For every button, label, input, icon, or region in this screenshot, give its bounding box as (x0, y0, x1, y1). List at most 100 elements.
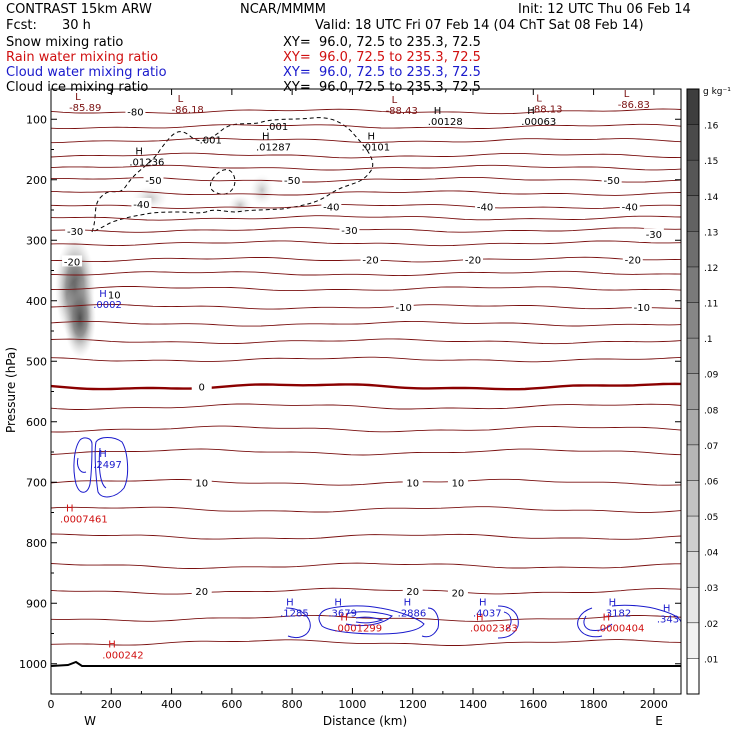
x-tick-label: 1800 (580, 698, 608, 711)
org-title: NCAR/MMMM (240, 2, 326, 17)
high-marker: H (663, 603, 671, 614)
colorbar-label: .02 (704, 620, 718, 630)
low-value: -86.18 (172, 105, 204, 116)
zero-isotherm (51, 382, 681, 391)
isotherm-label: 20 (452, 588, 465, 599)
colorbar-swatch (687, 516, 699, 552)
isotherm (51, 356, 681, 363)
isotherm-label: -40 (622, 202, 638, 213)
axes: 0 200 400 600 800 1000 1200 1400 1600 1800 2000100… (19, 89, 681, 711)
isotherm-label-bg (631, 300, 652, 312)
isotherm (51, 108, 681, 115)
cloud-ice-inner (209, 169, 236, 195)
isotherm-label-bg (463, 253, 484, 265)
isotherm-label: -30 (646, 230, 662, 241)
colorbar-label: .15 (704, 157, 718, 167)
cloud-water-low-10 (611, 604, 681, 623)
isotherm (51, 137, 681, 144)
model-title: CONTRAST 15km ARW (6, 2, 152, 17)
isotherm-label: -50 (145, 176, 161, 187)
high-value: .3182 (603, 608, 632, 619)
isotherm-label: -20 (362, 256, 378, 267)
y-tick-label: 300 (26, 234, 47, 247)
isotherm-label-bg (191, 380, 212, 392)
high-marker: H (367, 132, 375, 143)
isotherm-label: 20 (406, 587, 419, 598)
isotherm-label: -30 (341, 226, 357, 237)
y-tick-label: 500 (26, 355, 47, 368)
cloud-water-low-3 (345, 611, 393, 627)
isotherm (51, 587, 681, 595)
isotherm-label: -50 (603, 176, 619, 187)
isotherm (51, 403, 681, 410)
high-marker: H (603, 612, 611, 623)
colorbar-unit: g kg⁻¹ (703, 87, 731, 97)
high-value: .0001299 (334, 623, 382, 634)
high-marker: H (66, 504, 74, 515)
isotherm (51, 240, 681, 247)
isotherm-label-bg (321, 200, 342, 212)
high-marker: H (334, 597, 342, 608)
surface-terrain-line (51, 660, 681, 667)
colorbar-swatch (687, 124, 699, 161)
isotherm-label-bg (601, 173, 622, 185)
y-tick-label: 900 (26, 597, 47, 610)
isotherm (51, 152, 681, 159)
cloud-water-contour-west (73, 437, 93, 493)
high-marker: H (99, 449, 107, 460)
high-value: .00128 (428, 117, 463, 128)
y-tick-label: 400 (26, 295, 47, 308)
cloud-ice-contour (91, 117, 374, 233)
colorbar-swatch (687, 266, 699, 303)
colorbar-swatch (687, 231, 699, 267)
high-marker: H (434, 106, 442, 117)
x-tick-label: 1600 (519, 698, 547, 711)
isotherm-label: 10 (108, 291, 121, 302)
x-tick-label: 0 (48, 698, 55, 711)
high-value: .0002 (93, 300, 122, 311)
isotherm-label: -40 (477, 202, 493, 213)
low-value: -85.89 (69, 103, 101, 114)
high-value: .0002383 (470, 623, 518, 634)
isotherm-label: -50 (284, 176, 300, 187)
plot-area: -80 -50 -40 -30 -20 -10 0 10 20 -40 -40 -50 -20 -10 10… (51, 89, 681, 667)
field-xy-cloud-ice: XY= 96.0, 72.5 to 235.3, 72.5 (283, 80, 481, 95)
colorbar-swatch (687, 195, 699, 232)
isotherm (51, 204, 681, 209)
isotherm-label-bg (402, 585, 423, 597)
isotherm-label-bg (104, 288, 125, 300)
y-tick-label: 200 (26, 174, 47, 187)
colorbar-swatch (687, 444, 699, 481)
isotherm-label-bg (622, 253, 643, 265)
isotherm-label: -20 (625, 256, 641, 267)
isotherm (51, 270, 681, 277)
snow-plume-lower (64, 278, 96, 358)
cloud-water-low-2 (318, 605, 425, 635)
direction-east: E (655, 714, 663, 728)
isotherm (51, 506, 681, 513)
isotherm (51, 448, 681, 456)
isotherm (51, 338, 681, 345)
cloud-water-low-6 (497, 605, 519, 639)
ice-contour-label: .001 (266, 122, 288, 133)
colorbar-frame (686, 88, 700, 695)
isotherm (51, 215, 681, 221)
high-value: .0101 (361, 143, 390, 154)
direction-west: W (84, 714, 96, 728)
high-marker: H (262, 132, 270, 143)
low-value: -88.43 (386, 106, 418, 117)
isotherm-label-bg (393, 300, 414, 312)
high-marker: H (476, 612, 484, 623)
high-value: .000242 (102, 651, 143, 662)
high-value: .2886 (398, 608, 427, 619)
colorbar-swatch (687, 587, 699, 623)
temperature-contours: -80 -50 -40 -30 -20 -10 0 10 20 -40 -40 -50 -20 -10 10… (51, 105, 681, 646)
high-marker: H (135, 147, 143, 158)
colorbar-swatch (687, 658, 699, 694)
colorbar-label: .08 (704, 406, 719, 416)
snow-puff-3 (228, 195, 252, 215)
x-tick-label: 1200 (399, 698, 427, 711)
low-value: -86.83 (618, 100, 650, 111)
field-name-rain: Rain water mixing ratio (6, 50, 159, 65)
